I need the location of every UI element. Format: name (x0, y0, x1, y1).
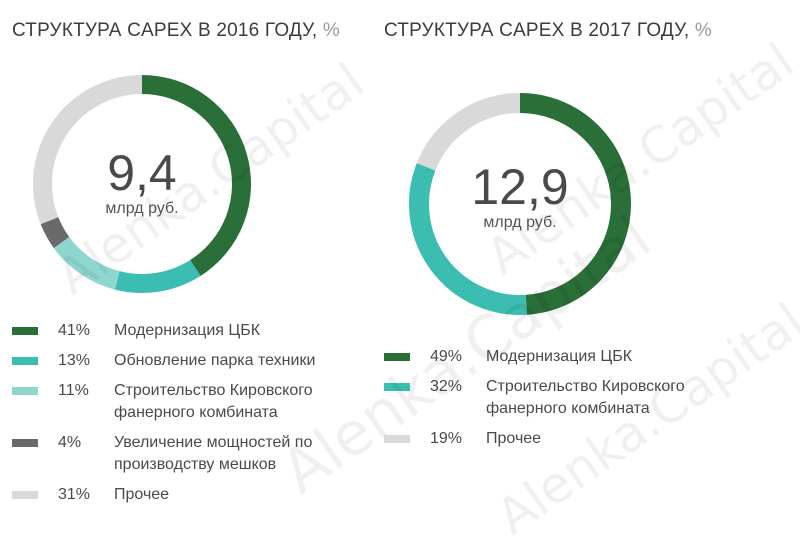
donut-chart-2016 (33, 75, 251, 293)
legend-percent: 31% (58, 486, 91, 503)
legend-swatch (384, 353, 410, 361)
center-total-value: 12,9 (471, 159, 569, 215)
legend-swatch (384, 383, 410, 391)
legend-label: Строительство Кировского фанерного комби… (486, 378, 685, 417)
legend-swatch (12, 439, 38, 447)
chart-2016: СТРУКТУРА CAPEX В 2016 ГОДУ, % 9,4 млрд … (0, 0, 380, 514)
legend-item: 13% Обновление парка техники (12, 350, 354, 372)
center-total-value: 9,4 (107, 145, 177, 201)
legend-label: Прочее (114, 486, 170, 503)
donut-slice-4 (33, 75, 143, 225)
legend-item: 49% Модернизация ЦБК (384, 346, 746, 368)
legend-percent: 11% (58, 382, 89, 399)
legend-swatch (12, 357, 38, 365)
legend-2017: 49% Модернизация ЦБК 32% Строительство Киро… (384, 346, 746, 458)
legend-label: Строительство Кировского фанерного комби… (114, 382, 313, 421)
legend-label: Модернизация ЦБК (114, 322, 261, 339)
center-total-unit: млрд руб. (105, 200, 179, 217)
legend-swatch (12, 327, 38, 335)
chart-2017: СТРУКТУРА CAPEX В 2017 ГОДУ, % 12,9 млрд… (380, 0, 800, 514)
donut-slice-1 (409, 163, 527, 315)
legend-percent: 19% (430, 430, 463, 447)
legend-item: 11% Строительство Кировского фанерного ко… (12, 380, 354, 424)
donut-center-2016: 9,4 млрд руб. (62, 148, 222, 218)
chart-title-2017: СТРУКТУРА CAPEX В 2017 ГОДУ, % (384, 20, 712, 42)
legend-percent: 32% (430, 378, 463, 395)
legend-label: Увеличение мощностей по производству меш… (114, 434, 313, 473)
donut-slice-2 (416, 93, 521, 171)
legend-2016: 41% Модернизация ЦБК 13% Обновление парка т… (12, 320, 354, 514)
donut-slice-3 (40, 216, 70, 249)
legend-item: 32% Строительство Кировского фанерного ко… (384, 376, 746, 420)
legend-swatch (384, 435, 410, 443)
legend-label: Обновление парка техники (114, 352, 316, 369)
chart-title-text: СТРУКТУРА CAPEX В 2016 ГОДУ, (12, 20, 318, 41)
donut-slice-1 (114, 259, 201, 293)
center-total-unit: млрд руб. (483, 214, 557, 231)
legend-label: Модернизация ЦБК (486, 348, 633, 365)
donut-slice-0 (141, 75, 251, 277)
donut-chart-2017 (409, 93, 631, 315)
legend-percent: 41% (58, 322, 91, 339)
legend-item: 4% Увеличение мощностей по производству м… (12, 432, 354, 476)
legend-item: 31% Прочее (12, 484, 354, 506)
chart-title-text: СТРУКТУРА CAPEX В 2017 ГОДУ, (384, 20, 690, 41)
legend-item: 19% Прочее (384, 428, 746, 450)
legend-percent: 49% (430, 348, 463, 365)
chart-title-2016: СТРУКТУРА CAPEX В 2016 ГОДУ, % (12, 20, 340, 42)
donut-slice-0 (519, 93, 631, 315)
donut-slice-2 (53, 236, 120, 290)
legend-percent: 13% (58, 352, 91, 369)
legend-label: Прочее (486, 430, 542, 447)
legend-percent: 4% (58, 434, 82, 451)
legend-swatch (12, 387, 38, 395)
legend-item: 41% Модернизация ЦБК (12, 320, 354, 342)
chart-title-unit: % (694, 20, 712, 41)
chart-title-unit: % (322, 20, 340, 41)
donut-center-2017: 12,9 млрд руб. (440, 162, 600, 232)
legend-swatch (12, 491, 38, 499)
